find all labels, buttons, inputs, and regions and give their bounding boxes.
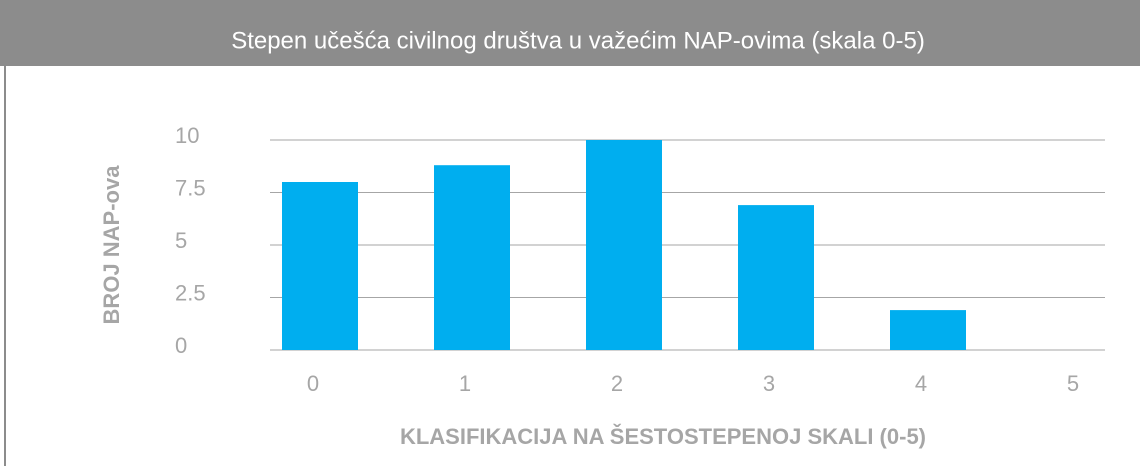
chart-title: Stepen učešća civilnog društva u važećim… bbox=[231, 27, 925, 54]
x-axis-title: KLASIFIKACIJA NA ŠESTOSTEPENOJ SKALI (0-… bbox=[400, 424, 926, 449]
x-tick-label: 3 bbox=[763, 371, 775, 396]
header-bar bbox=[0, 0, 1140, 66]
bar bbox=[282, 182, 358, 350]
y-tick-label: 5 bbox=[175, 228, 187, 253]
x-tick-label: 2 bbox=[611, 371, 623, 396]
x-tick-label: 4 bbox=[915, 371, 927, 396]
y-tick-label: 10 bbox=[175, 123, 199, 148]
y-tick-label: 2.5 bbox=[175, 280, 206, 305]
y-tick-label: 7.5 bbox=[175, 175, 206, 200]
bar bbox=[586, 140, 662, 350]
bar bbox=[890, 310, 966, 350]
x-tick-label: 1 bbox=[459, 371, 471, 396]
bar bbox=[738, 205, 814, 350]
y-tick-label: 0 bbox=[175, 333, 187, 358]
x-tick-label: 5 bbox=[1067, 371, 1079, 396]
x-tick-label: 0 bbox=[307, 371, 319, 396]
bar bbox=[434, 165, 510, 350]
y-axis-title: BROJ NAP-ova bbox=[99, 165, 124, 325]
